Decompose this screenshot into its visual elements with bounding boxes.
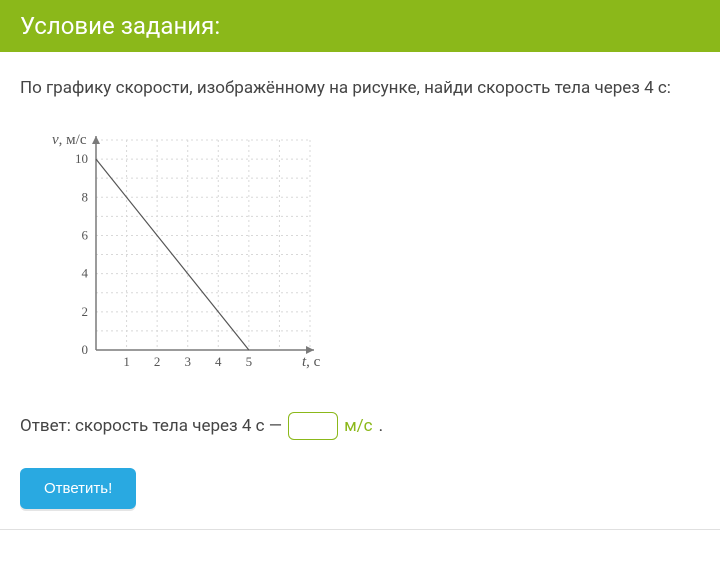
submit-button[interactable]: Ответить! (20, 468, 136, 509)
svg-text:2: 2 (82, 303, 89, 318)
svg-text:8: 8 (82, 189, 89, 204)
svg-text:6: 6 (82, 227, 89, 242)
answer-prefix: Ответ: скорость тела через 4 с — (20, 416, 282, 436)
svg-text:10: 10 (75, 151, 88, 166)
svg-text:3: 3 (184, 354, 191, 369)
answer-input[interactable] (288, 412, 338, 440)
velocity-chart: 1 2 3 4 5 0 2 4 6 8 10 t, с v, м/с (20, 126, 700, 386)
answer-unit: м/с (344, 416, 373, 436)
chart-svg: 1 2 3 4 5 0 2 4 6 8 10 t, с v, м/с (20, 126, 340, 382)
answer-row: Ответ: скорость тела через 4 с — м/с . (20, 412, 700, 440)
svg-text:4: 4 (82, 265, 89, 280)
task-header-title: Условие задания: (20, 12, 220, 40)
task-content: По графику скорости, изображённому на ри… (0, 52, 720, 530)
svg-text:t, с: t, с (302, 354, 321, 370)
task-description: По графику скорости, изображённому на ри… (20, 76, 700, 102)
svg-text:1: 1 (123, 354, 130, 369)
svg-text:v, м/с: v, м/с (52, 132, 87, 148)
svg-text:4: 4 (215, 354, 222, 369)
svg-text:0: 0 (82, 342, 89, 357)
task-header: Условие задания: (0, 0, 720, 52)
svg-text:5: 5 (246, 354, 253, 369)
svg-text:2: 2 (154, 354, 161, 369)
answer-suffix: . (379, 416, 383, 436)
